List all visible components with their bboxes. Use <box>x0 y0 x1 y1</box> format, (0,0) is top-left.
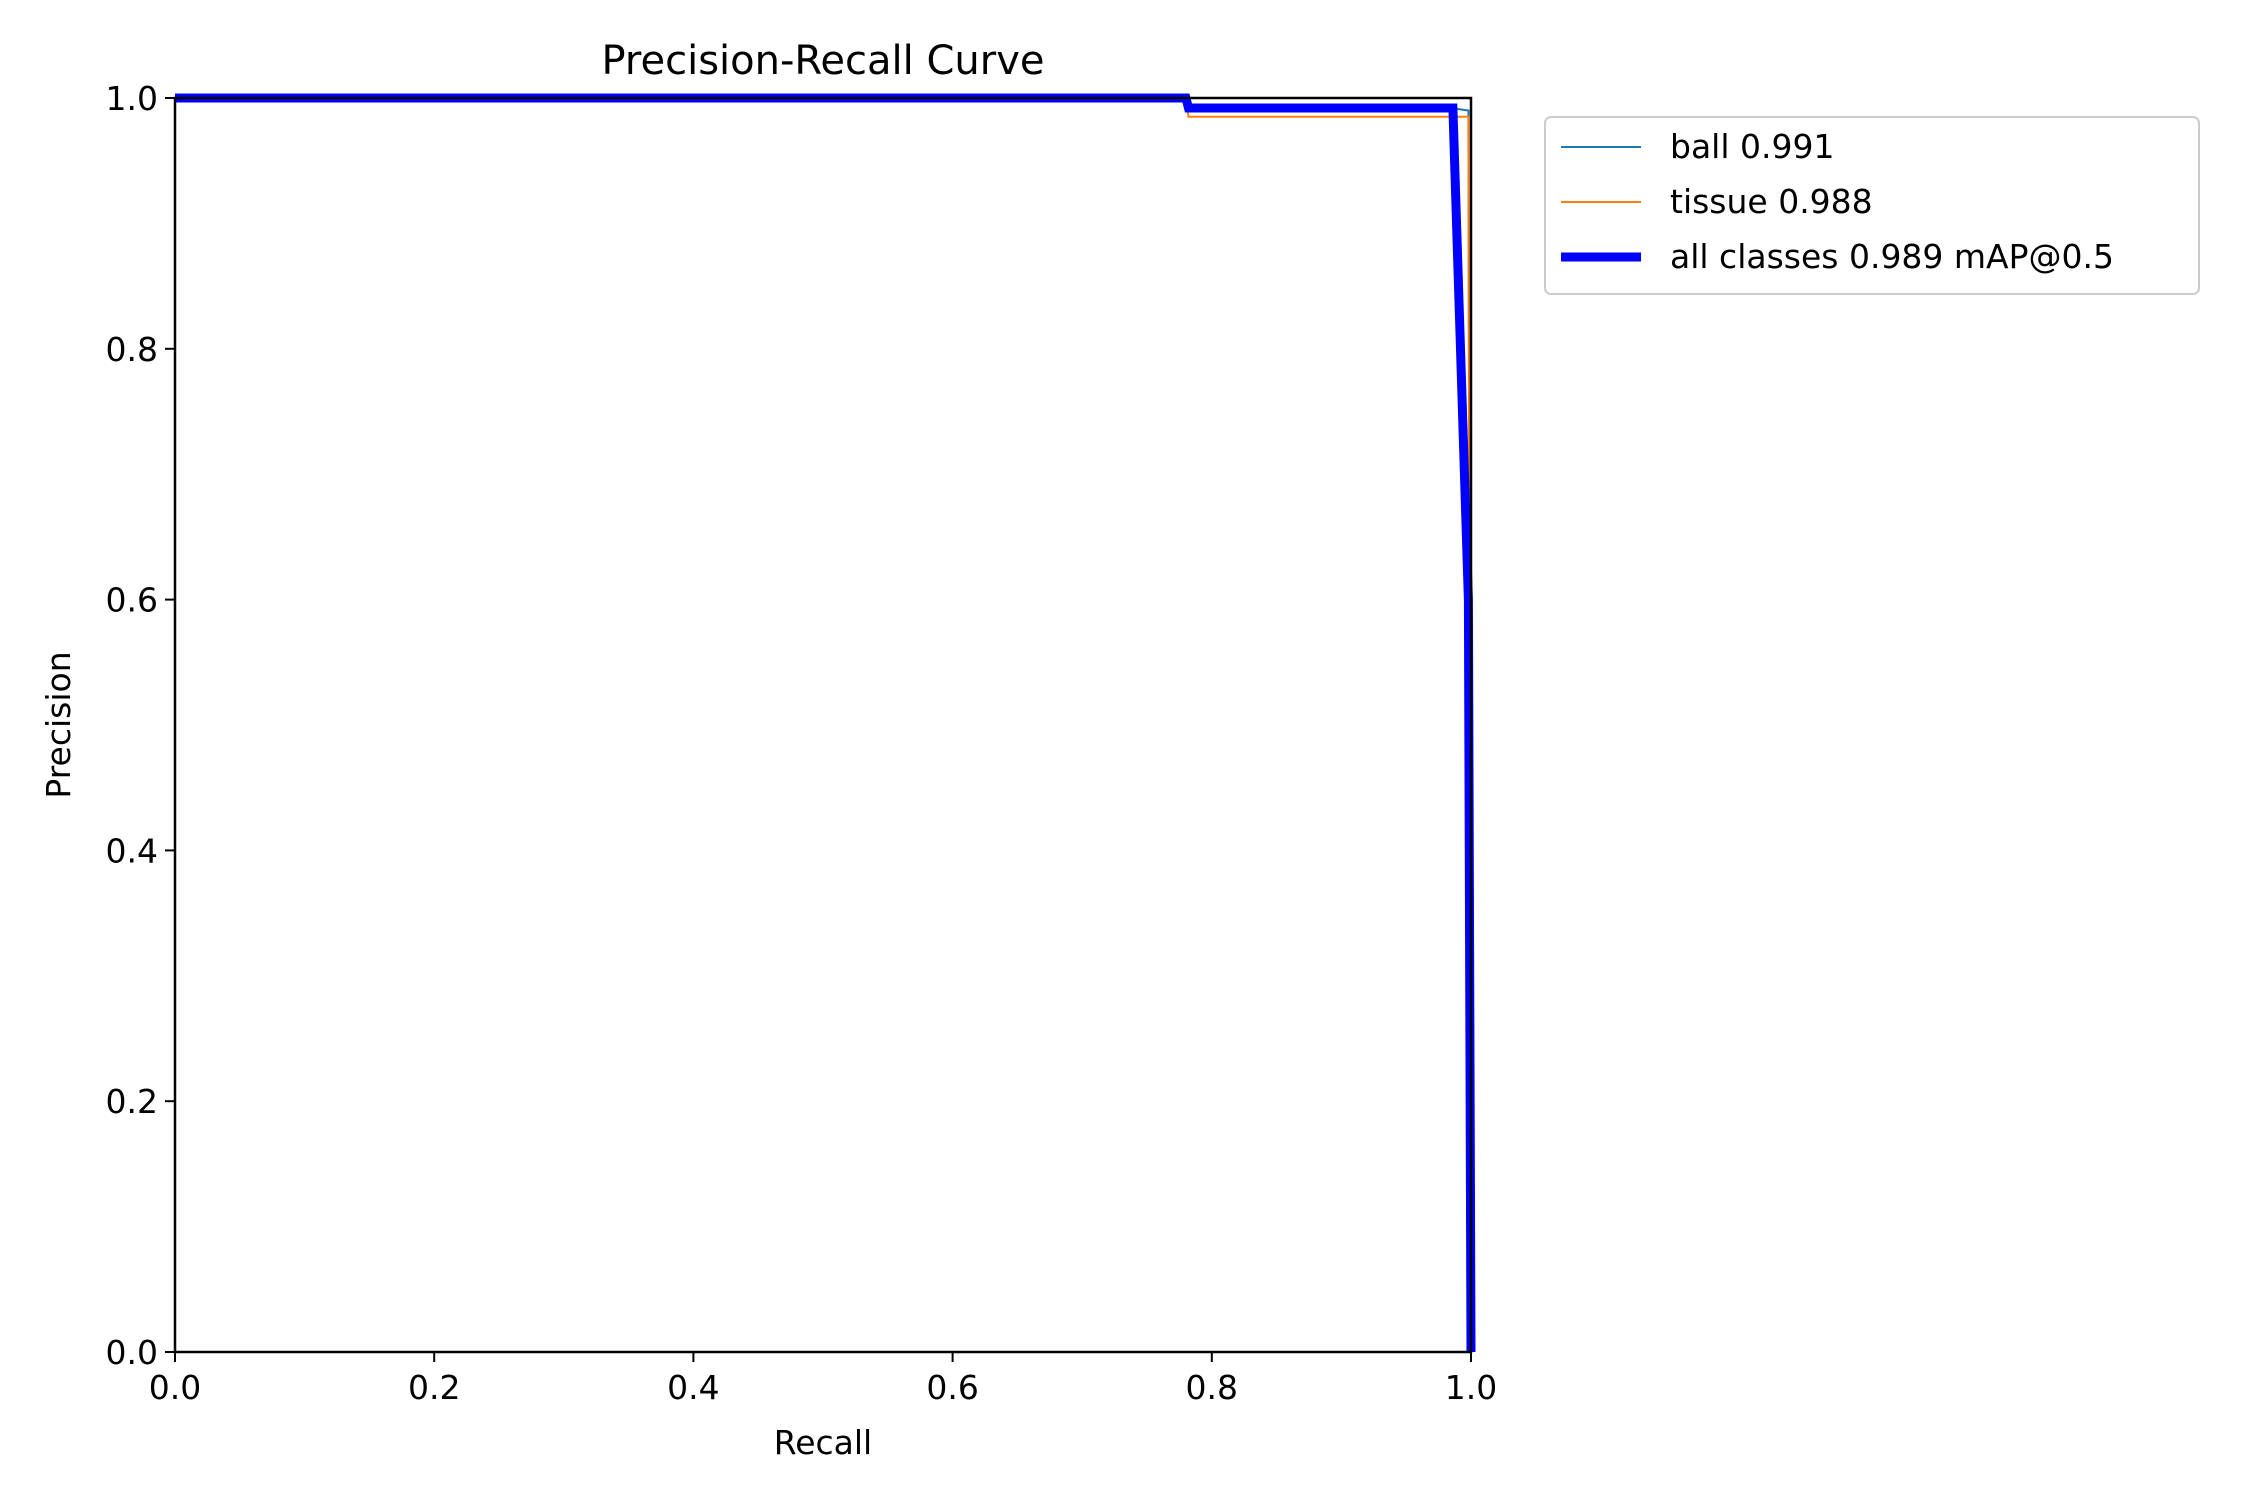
y-axis-ticks: 0.0 0.2 0.4 0.6 0.8 1.0 <box>106 79 175 1372</box>
x-tick-label: 0.8 <box>1186 1368 1238 1407</box>
x-tick-label: 0.2 <box>408 1368 460 1407</box>
x-tick-label: 0.4 <box>667 1368 719 1407</box>
y-tick-label: 0.8 <box>106 330 158 369</box>
y-tick-label: 0.0 <box>106 1333 158 1372</box>
x-tick-label: 0.0 <box>149 1368 201 1407</box>
legend-frame <box>1544 116 2200 295</box>
axes-frame <box>173 96 1473 1354</box>
chart-title: Precision-Recall Curve <box>602 38 1045 84</box>
y-tick-label: 0.4 <box>106 831 158 870</box>
x-tick-label: 1.0 <box>1445 1368 1497 1407</box>
x-axis-ticks: 0.0 0.2 0.4 0.6 0.8 1.0 <box>149 1352 1497 1407</box>
y-tick-label: 0.6 <box>106 581 158 620</box>
legend-label: all classes 0.989 mAP@0.5 <box>1670 237 2114 276</box>
y-tick-label: 0.2 <box>106 1082 158 1121</box>
y-tick-label: 1.0 <box>106 79 158 118</box>
x-axis-title: Recall <box>774 1423 872 1462</box>
legend-entries: ball 0.991 tissue 0.988 all classes 0.989 … <box>1561 127 2114 276</box>
y-axis-title: Precision <box>39 651 78 798</box>
legend: ball 0.991 tissue 0.988 all classes 0.989 … <box>1544 116 2200 295</box>
legend-label: tissue 0.988 <box>1670 182 1873 221</box>
x-tick-label: 0.6 <box>926 1368 978 1407</box>
legend-label: ball 0.991 <box>1670 127 1834 166</box>
